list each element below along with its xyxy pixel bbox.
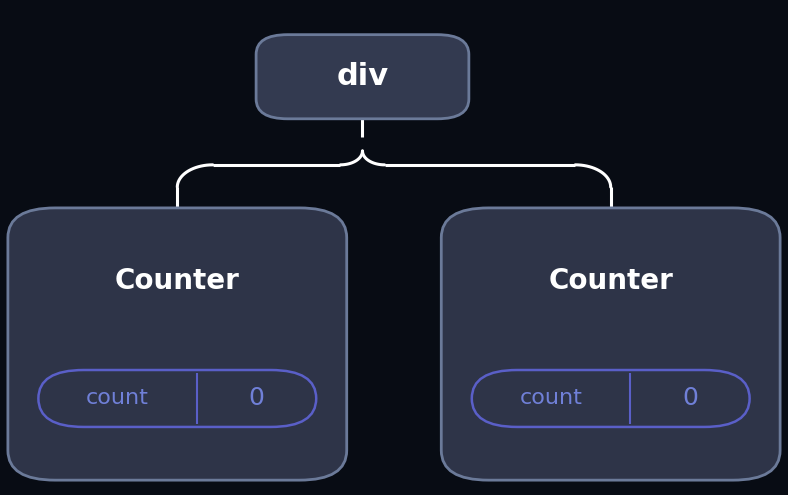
Text: Counter: Counter [548,267,673,296]
Text: 0: 0 [248,387,265,410]
FancyBboxPatch shape [8,208,347,480]
Text: Counter: Counter [115,267,240,296]
FancyBboxPatch shape [256,35,469,119]
Text: 0: 0 [682,387,698,410]
Text: count: count [519,389,582,408]
Text: div: div [336,62,388,91]
FancyBboxPatch shape [441,208,780,480]
Text: count: count [86,389,149,408]
